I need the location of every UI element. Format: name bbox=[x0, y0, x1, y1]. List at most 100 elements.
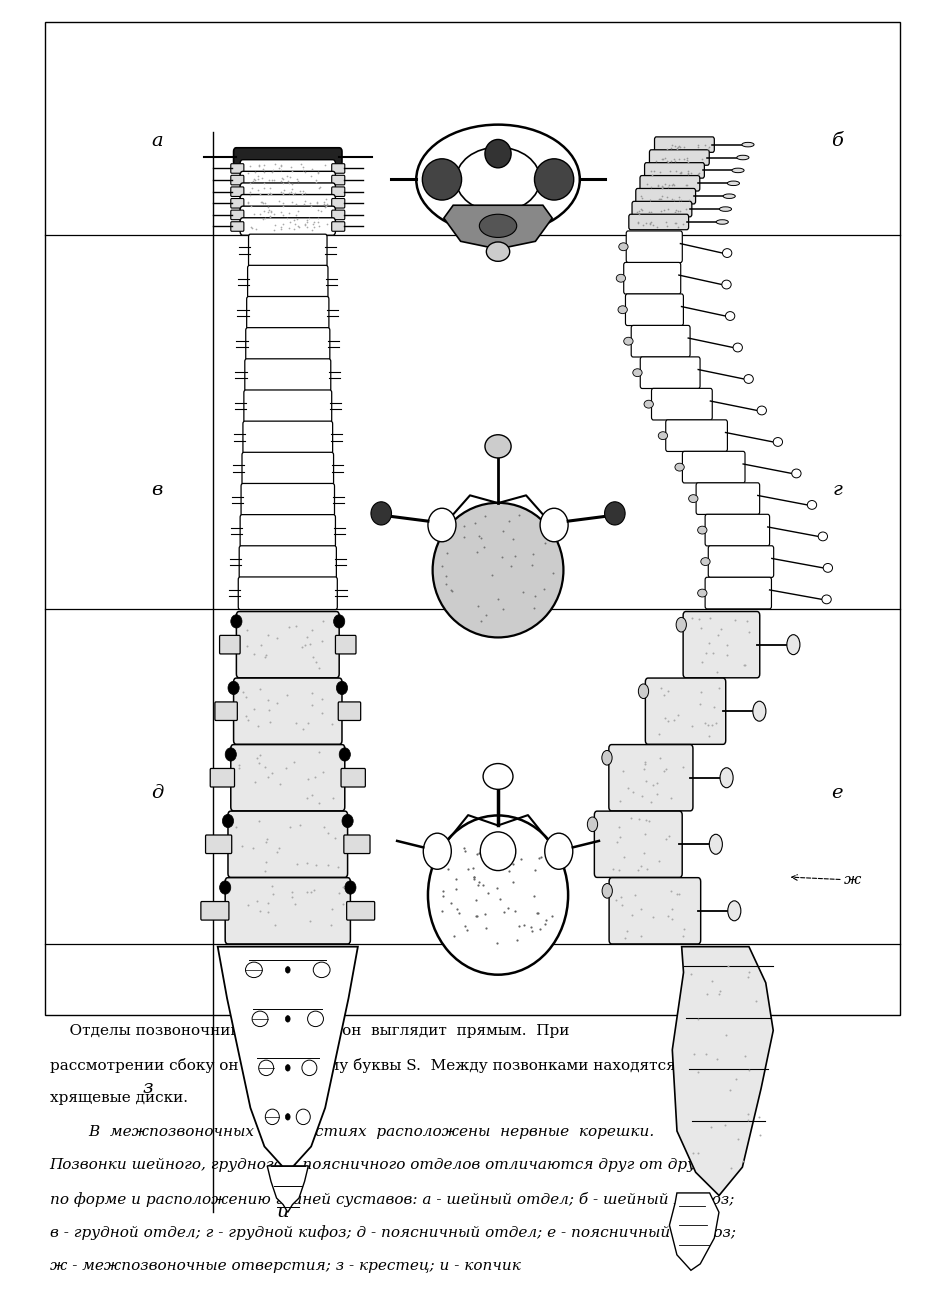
Point bbox=[699, 983, 714, 1004]
Point bbox=[691, 135, 706, 155]
FancyBboxPatch shape bbox=[248, 234, 327, 267]
Point bbox=[643, 212, 658, 233]
Point bbox=[265, 161, 280, 181]
Point bbox=[312, 216, 327, 237]
Point bbox=[262, 183, 277, 203]
Point bbox=[264, 161, 279, 181]
Ellipse shape bbox=[339, 747, 351, 761]
Point bbox=[434, 901, 449, 922]
Text: по форме и расположению граней суставов: а - шейный отдел; б - шейный лордоз;: по форме и расположению граней суставов:… bbox=[50, 1191, 734, 1207]
FancyBboxPatch shape bbox=[332, 186, 345, 197]
Point bbox=[238, 706, 253, 726]
Ellipse shape bbox=[485, 140, 511, 168]
Point bbox=[321, 822, 336, 843]
Point bbox=[316, 761, 331, 782]
Point bbox=[320, 214, 335, 234]
FancyBboxPatch shape bbox=[341, 768, 366, 787]
Polygon shape bbox=[444, 205, 552, 249]
Point bbox=[624, 905, 639, 926]
Point bbox=[661, 680, 676, 701]
Point bbox=[533, 847, 548, 868]
Point bbox=[242, 181, 257, 202]
Point bbox=[658, 148, 673, 168]
Point bbox=[679, 175, 694, 196]
Point bbox=[470, 874, 485, 895]
Point bbox=[309, 193, 324, 214]
Point bbox=[656, 760, 671, 781]
FancyBboxPatch shape bbox=[243, 421, 333, 453]
Ellipse shape bbox=[307, 1011, 323, 1027]
Ellipse shape bbox=[697, 589, 707, 597]
Point bbox=[636, 843, 651, 864]
Polygon shape bbox=[218, 947, 358, 1172]
Point bbox=[265, 875, 280, 896]
Ellipse shape bbox=[286, 1015, 290, 1022]
Point bbox=[684, 716, 699, 737]
Point bbox=[525, 554, 540, 575]
Point bbox=[288, 214, 303, 234]
FancyBboxPatch shape bbox=[238, 578, 337, 610]
Ellipse shape bbox=[617, 275, 626, 282]
Point bbox=[446, 926, 462, 947]
Point bbox=[285, 184, 300, 205]
Point bbox=[457, 916, 472, 936]
Polygon shape bbox=[669, 1193, 719, 1270]
Point bbox=[280, 166, 295, 186]
Point bbox=[660, 177, 675, 198]
Polygon shape bbox=[672, 947, 774, 1195]
Ellipse shape bbox=[416, 124, 580, 234]
Point bbox=[673, 201, 688, 221]
Point bbox=[647, 161, 662, 181]
Ellipse shape bbox=[483, 764, 513, 790]
Point bbox=[335, 877, 350, 897]
Point bbox=[290, 171, 306, 192]
Point bbox=[279, 207, 294, 228]
Ellipse shape bbox=[371, 501, 391, 524]
Point bbox=[311, 793, 326, 813]
Point bbox=[683, 163, 698, 184]
Point bbox=[258, 831, 274, 852]
Point bbox=[441, 859, 456, 879]
Point bbox=[299, 789, 314, 809]
Point bbox=[258, 193, 273, 214]
Ellipse shape bbox=[823, 563, 833, 572]
Ellipse shape bbox=[252, 1011, 268, 1027]
Point bbox=[290, 201, 306, 221]
Point bbox=[742, 1059, 757, 1080]
Point bbox=[247, 162, 262, 183]
Ellipse shape bbox=[265, 1109, 279, 1124]
Point bbox=[646, 906, 661, 927]
Point bbox=[642, 189, 657, 210]
Ellipse shape bbox=[428, 508, 456, 541]
Point bbox=[309, 192, 324, 212]
Point bbox=[287, 894, 302, 914]
Point bbox=[643, 161, 658, 181]
Point bbox=[641, 811, 656, 831]
Point bbox=[609, 890, 624, 910]
Point bbox=[506, 872, 521, 892]
Point bbox=[257, 201, 272, 221]
Point bbox=[294, 636, 309, 657]
Point bbox=[668, 202, 683, 223]
Text: рассмотрении сбоку он имеет форму буквы S.  Между позвонками находятся: рассмотрении сбоку он имеет форму буквы … bbox=[50, 1058, 675, 1072]
Point bbox=[650, 176, 666, 197]
Point bbox=[677, 149, 692, 170]
Point bbox=[304, 196, 319, 216]
Point bbox=[656, 199, 671, 220]
Ellipse shape bbox=[675, 464, 684, 471]
Point bbox=[646, 774, 661, 795]
Point bbox=[669, 139, 684, 159]
Point bbox=[504, 556, 519, 576]
Ellipse shape bbox=[486, 242, 509, 262]
Point bbox=[639, 859, 654, 879]
Point bbox=[253, 900, 268, 921]
Point bbox=[244, 179, 259, 199]
Point bbox=[697, 135, 713, 155]
Text: В  межпозвоночных  отверстиях  расположены  нервные  корешки.: В межпозвоночных отверстиях расположены … bbox=[50, 1124, 653, 1138]
Point bbox=[616, 761, 631, 782]
Point bbox=[659, 759, 674, 780]
Point bbox=[468, 906, 483, 927]
Point bbox=[634, 199, 649, 220]
Ellipse shape bbox=[342, 815, 353, 828]
Point bbox=[435, 556, 450, 576]
